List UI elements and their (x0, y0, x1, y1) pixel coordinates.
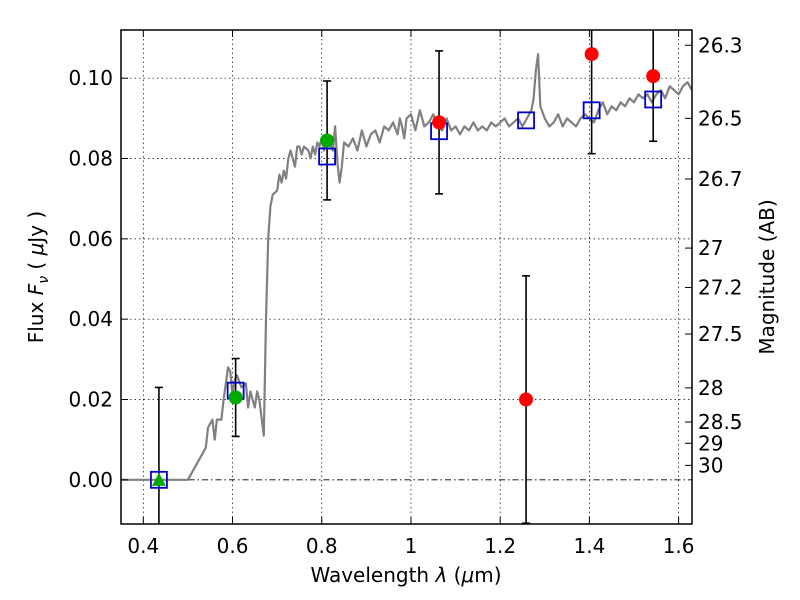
x-tick-label: 0.8 (306, 534, 338, 558)
ir-detection-point (646, 69, 661, 84)
model-flux-square (150, 470, 168, 489)
y2-tick-label: 26.3 (698, 33, 743, 57)
optical-detection-point (320, 133, 335, 148)
y2-tick-label: 26.5 (698, 106, 743, 130)
model-spectrum-line (121, 53, 692, 481)
ir-detection-point (432, 115, 447, 130)
y2-tick-label: 27.5 (698, 322, 743, 346)
model-flux-square (517, 111, 535, 130)
ir-detection-point (519, 392, 534, 407)
y2-tick-label: 26.7 (698, 167, 743, 191)
y-tick-label: 0.04 (68, 307, 113, 331)
y2-tick-label: 27.2 (698, 275, 743, 299)
y-tick-label: 0.02 (68, 387, 113, 411)
x-tick-label: 0.4 (127, 534, 159, 558)
y-tick-label: 0.06 (68, 227, 113, 251)
y-tick-label: 0.00 (68, 468, 113, 492)
x-axis-label: Wavelength λ (μm) (310, 563, 501, 587)
x-tick-label: 1.4 (573, 534, 605, 558)
plot-area (121, 30, 692, 524)
y2-tick-label: 28 (698, 376, 723, 400)
optical-detection-point (228, 390, 243, 405)
x-tick-label: 1 (405, 534, 418, 558)
y2-axis-label: Magnitude (AB) (755, 199, 779, 354)
model-flux-square (644, 90, 663, 109)
model-flux-square (318, 147, 336, 166)
y2-tick-label: 28.5 (698, 410, 743, 434)
y2-tick-label: 30 (698, 453, 723, 477)
x-tick-label: 0.6 (217, 534, 249, 558)
model-flux-square (582, 101, 601, 120)
y-tick-label: 0.08 (68, 147, 113, 171)
y-axis-label: Flux Fν ( μJy ) (24, 211, 52, 343)
y2-tick-label: 29 (698, 431, 723, 455)
y-axis: 0.00 0.02 0.04 0.06 0.08 0.10 (68, 66, 128, 492)
y-tick-label: 0.10 (68, 66, 113, 90)
upper-limit-triangle (151, 472, 166, 486)
ir-detection-point (584, 47, 599, 62)
x-tick-label: 1.6 (663, 534, 695, 558)
x-axis: 0.4 0.6 0.8 1 1.2 1.4 1.6 (127, 30, 695, 558)
plot-frame (120, 29, 693, 525)
x-tick-label: 1.2 (484, 534, 516, 558)
y2-tick-label: 27 (698, 236, 723, 260)
grid (121, 30, 692, 524)
